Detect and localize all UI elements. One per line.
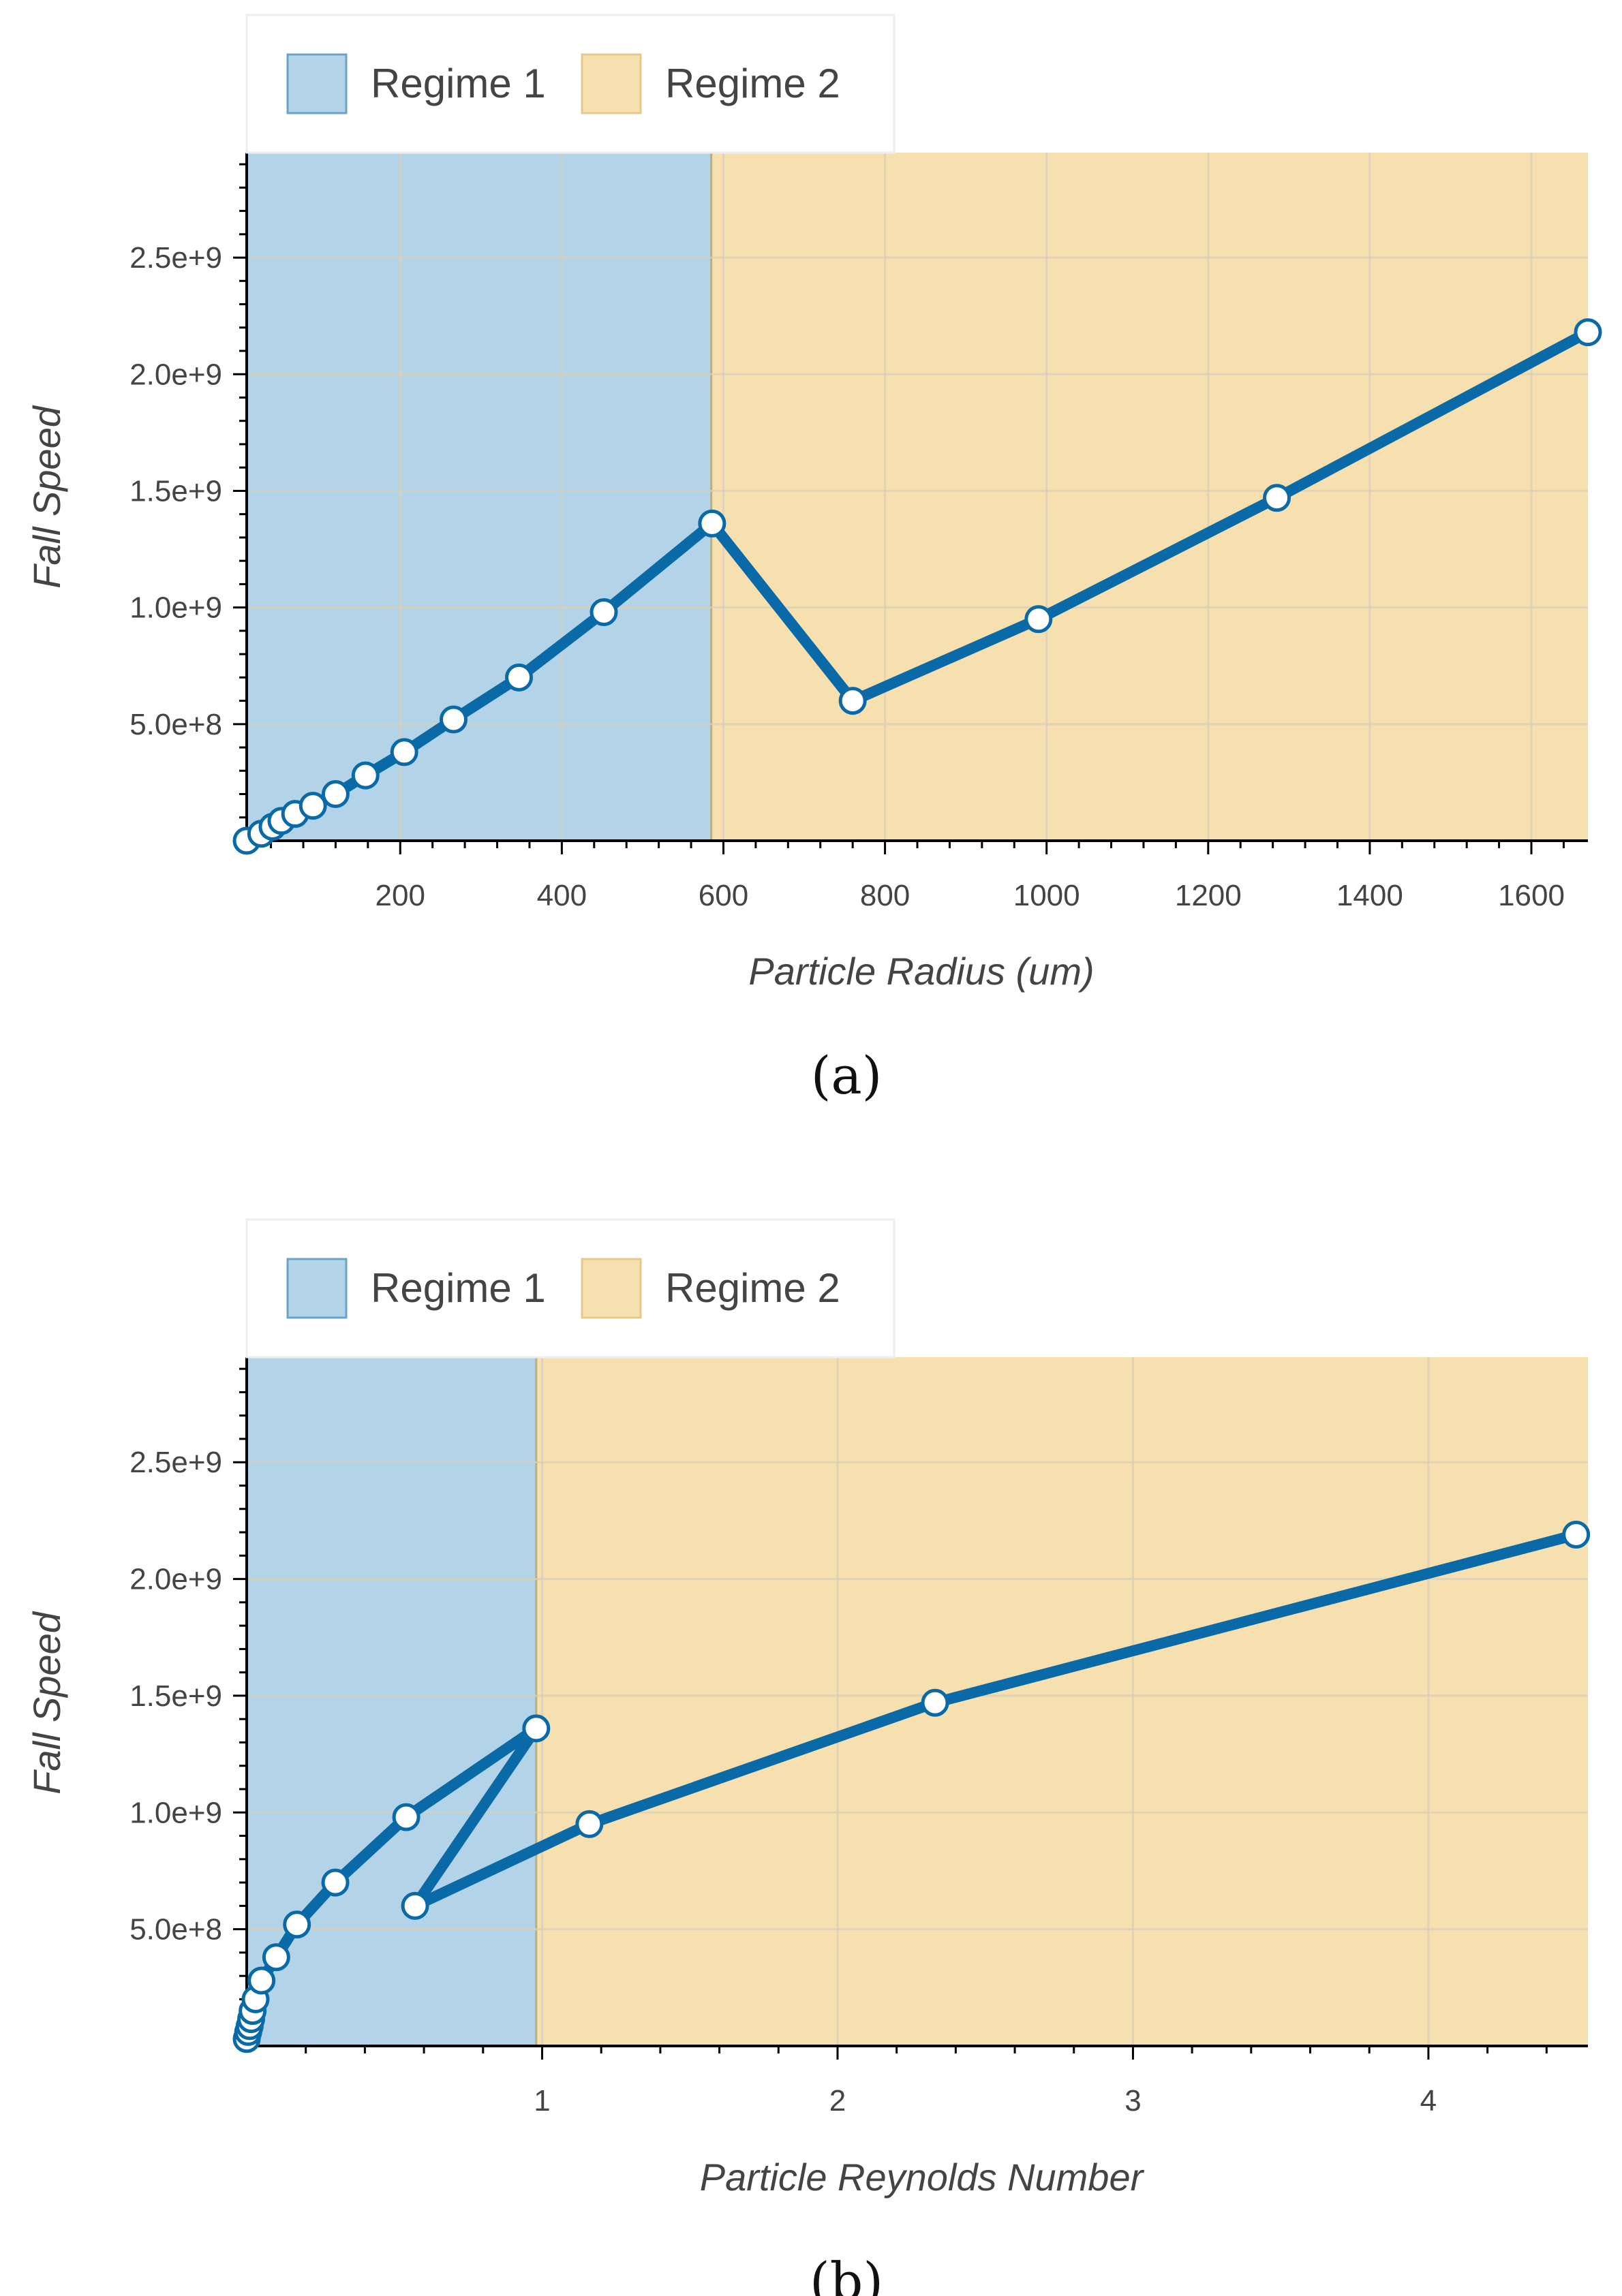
regime-2-region-b — [536, 1357, 1588, 2046]
y-axis-title-a: Fall Speed — [25, 405, 68, 589]
data-point-a — [299, 792, 327, 820]
x-tick-label-a: 200 — [376, 879, 425, 912]
legend-swatch-regime-1-a — [286, 53, 348, 114]
data-point-b — [522, 1714, 551, 1743]
y-tick-label-a: 2.5e+9 — [129, 241, 222, 275]
data-point-b — [321, 1868, 350, 1897]
y-tick-label-a: 5.0e+8 — [129, 708, 222, 741]
x-tick-label-a: 800 — [860, 879, 910, 912]
data-point-b — [921, 1688, 949, 1717]
y-tick-label-a: 1.0e+9 — [129, 591, 222, 625]
x-axis-title-a: Particle Radius (um) — [748, 950, 1094, 993]
data-point-a — [439, 705, 468, 734]
x-tick-label-a: 1000 — [1013, 879, 1080, 912]
legend-box-b — [245, 1218, 896, 1359]
data-point-a — [698, 509, 726, 538]
data-point-b — [283, 1910, 311, 1939]
x-tick-label-a: 1400 — [1336, 879, 1403, 912]
data-point-b — [575, 1810, 604, 1838]
series-a — [232, 318, 1602, 855]
y-tick-label-b: 2.0e+9 — [129, 1563, 222, 1596]
legend-swatch-regime-2-a — [581, 53, 642, 114]
axes-a: 200 400 600 800 1000 1200 1400 1600 5.0e+8 1.0e+9… — [129, 153, 1588, 912]
y-axis-title-b: Fall Speed — [25, 1611, 68, 1795]
axes-b: 1 2 3 4 5.0e+8 1.0e+9 1.5e+9 2.0e+9 2.5e+9 — [129, 1357, 1588, 2117]
chart-panel-b: 1 2 3 4 5.0e+8 1.0e+9 1.5e+9 2.0e+9 2.5e+9 Regim… — [25, 1218, 1591, 2296]
legend-a: Regime 1 Regime 2 — [245, 14, 896, 154]
data-point-a — [505, 663, 534, 692]
y-tick-label-b: 2.5e+9 — [129, 1446, 222, 1479]
legend-label-regime-1-b: Regime 1 — [371, 1265, 546, 1311]
data-point-b — [1562, 1520, 1591, 1549]
x-tick-label-a: 400 — [537, 879, 587, 912]
data-point-a — [590, 598, 618, 626]
data-point-a — [321, 780, 350, 809]
legend-label-regime-2-b: Regime 2 — [665, 1265, 840, 1311]
series-b — [232, 1520, 1591, 2053]
data-point-a — [1263, 484, 1291, 512]
x-tick-label-b: 2 — [829, 2084, 846, 2117]
x-tick-label-b: 3 — [1124, 2084, 1141, 2117]
legend-b: Regime 1 Regime 2 — [245, 1218, 896, 1359]
x-tick-label-a: 600 — [699, 879, 748, 912]
x-tick-label-b: 4 — [1420, 2084, 1437, 2117]
caption-b: (b) — [810, 2251, 883, 2296]
legend-box-a — [245, 14, 896, 154]
data-point-b — [247, 1966, 276, 1995]
data-point-b — [262, 1943, 290, 1972]
data-point-a — [390, 738, 418, 766]
y-tick-label-a: 2.0e+9 — [129, 358, 222, 391]
x-axis-title-b: Particle Reynolds Number — [700, 2156, 1145, 2199]
data-point-a — [838, 687, 867, 715]
y-tick-label-a: 1.5e+9 — [129, 474, 222, 508]
regime-regions-b — [247, 1357, 1588, 2046]
legend-label-regime-2-a: Regime 2 — [665, 61, 840, 106]
data-point-b — [392, 1803, 420, 1831]
x-tick-label-b: 1 — [534, 2084, 550, 2117]
x-tick-label-a: 1600 — [1498, 879, 1565, 912]
data-point-a — [351, 761, 380, 790]
regime-2-region-a — [711, 153, 1588, 841]
y-tick-label-b: 1.5e+9 — [129, 1679, 222, 1713]
regime-regions-a — [247, 153, 1588, 841]
y-tick-label-b: 5.0e+8 — [129, 1913, 222, 1946]
y-tick-label-b: 1.0e+9 — [129, 1796, 222, 1829]
legend-label-regime-1-a: Regime 1 — [371, 61, 546, 106]
chart-panel-a: 200 400 600 800 1000 1200 1400 1600 5.0e+8 1.0e+9… — [25, 14, 1602, 1106]
data-point-a — [1024, 605, 1053, 634]
legend-swatch-regime-1-b — [286, 1258, 348, 1319]
legend-swatch-regime-2-b — [581, 1258, 642, 1319]
data-point-a — [1574, 318, 1602, 347]
regime-1-region-a — [247, 153, 711, 841]
x-tick-label-a: 1200 — [1175, 879, 1242, 912]
grid-lines-b — [247, 1357, 1588, 2046]
grid-lines-a — [247, 153, 1588, 841]
data-point-b — [401, 1891, 429, 1920]
caption-a: (a) — [811, 1045, 883, 1106]
